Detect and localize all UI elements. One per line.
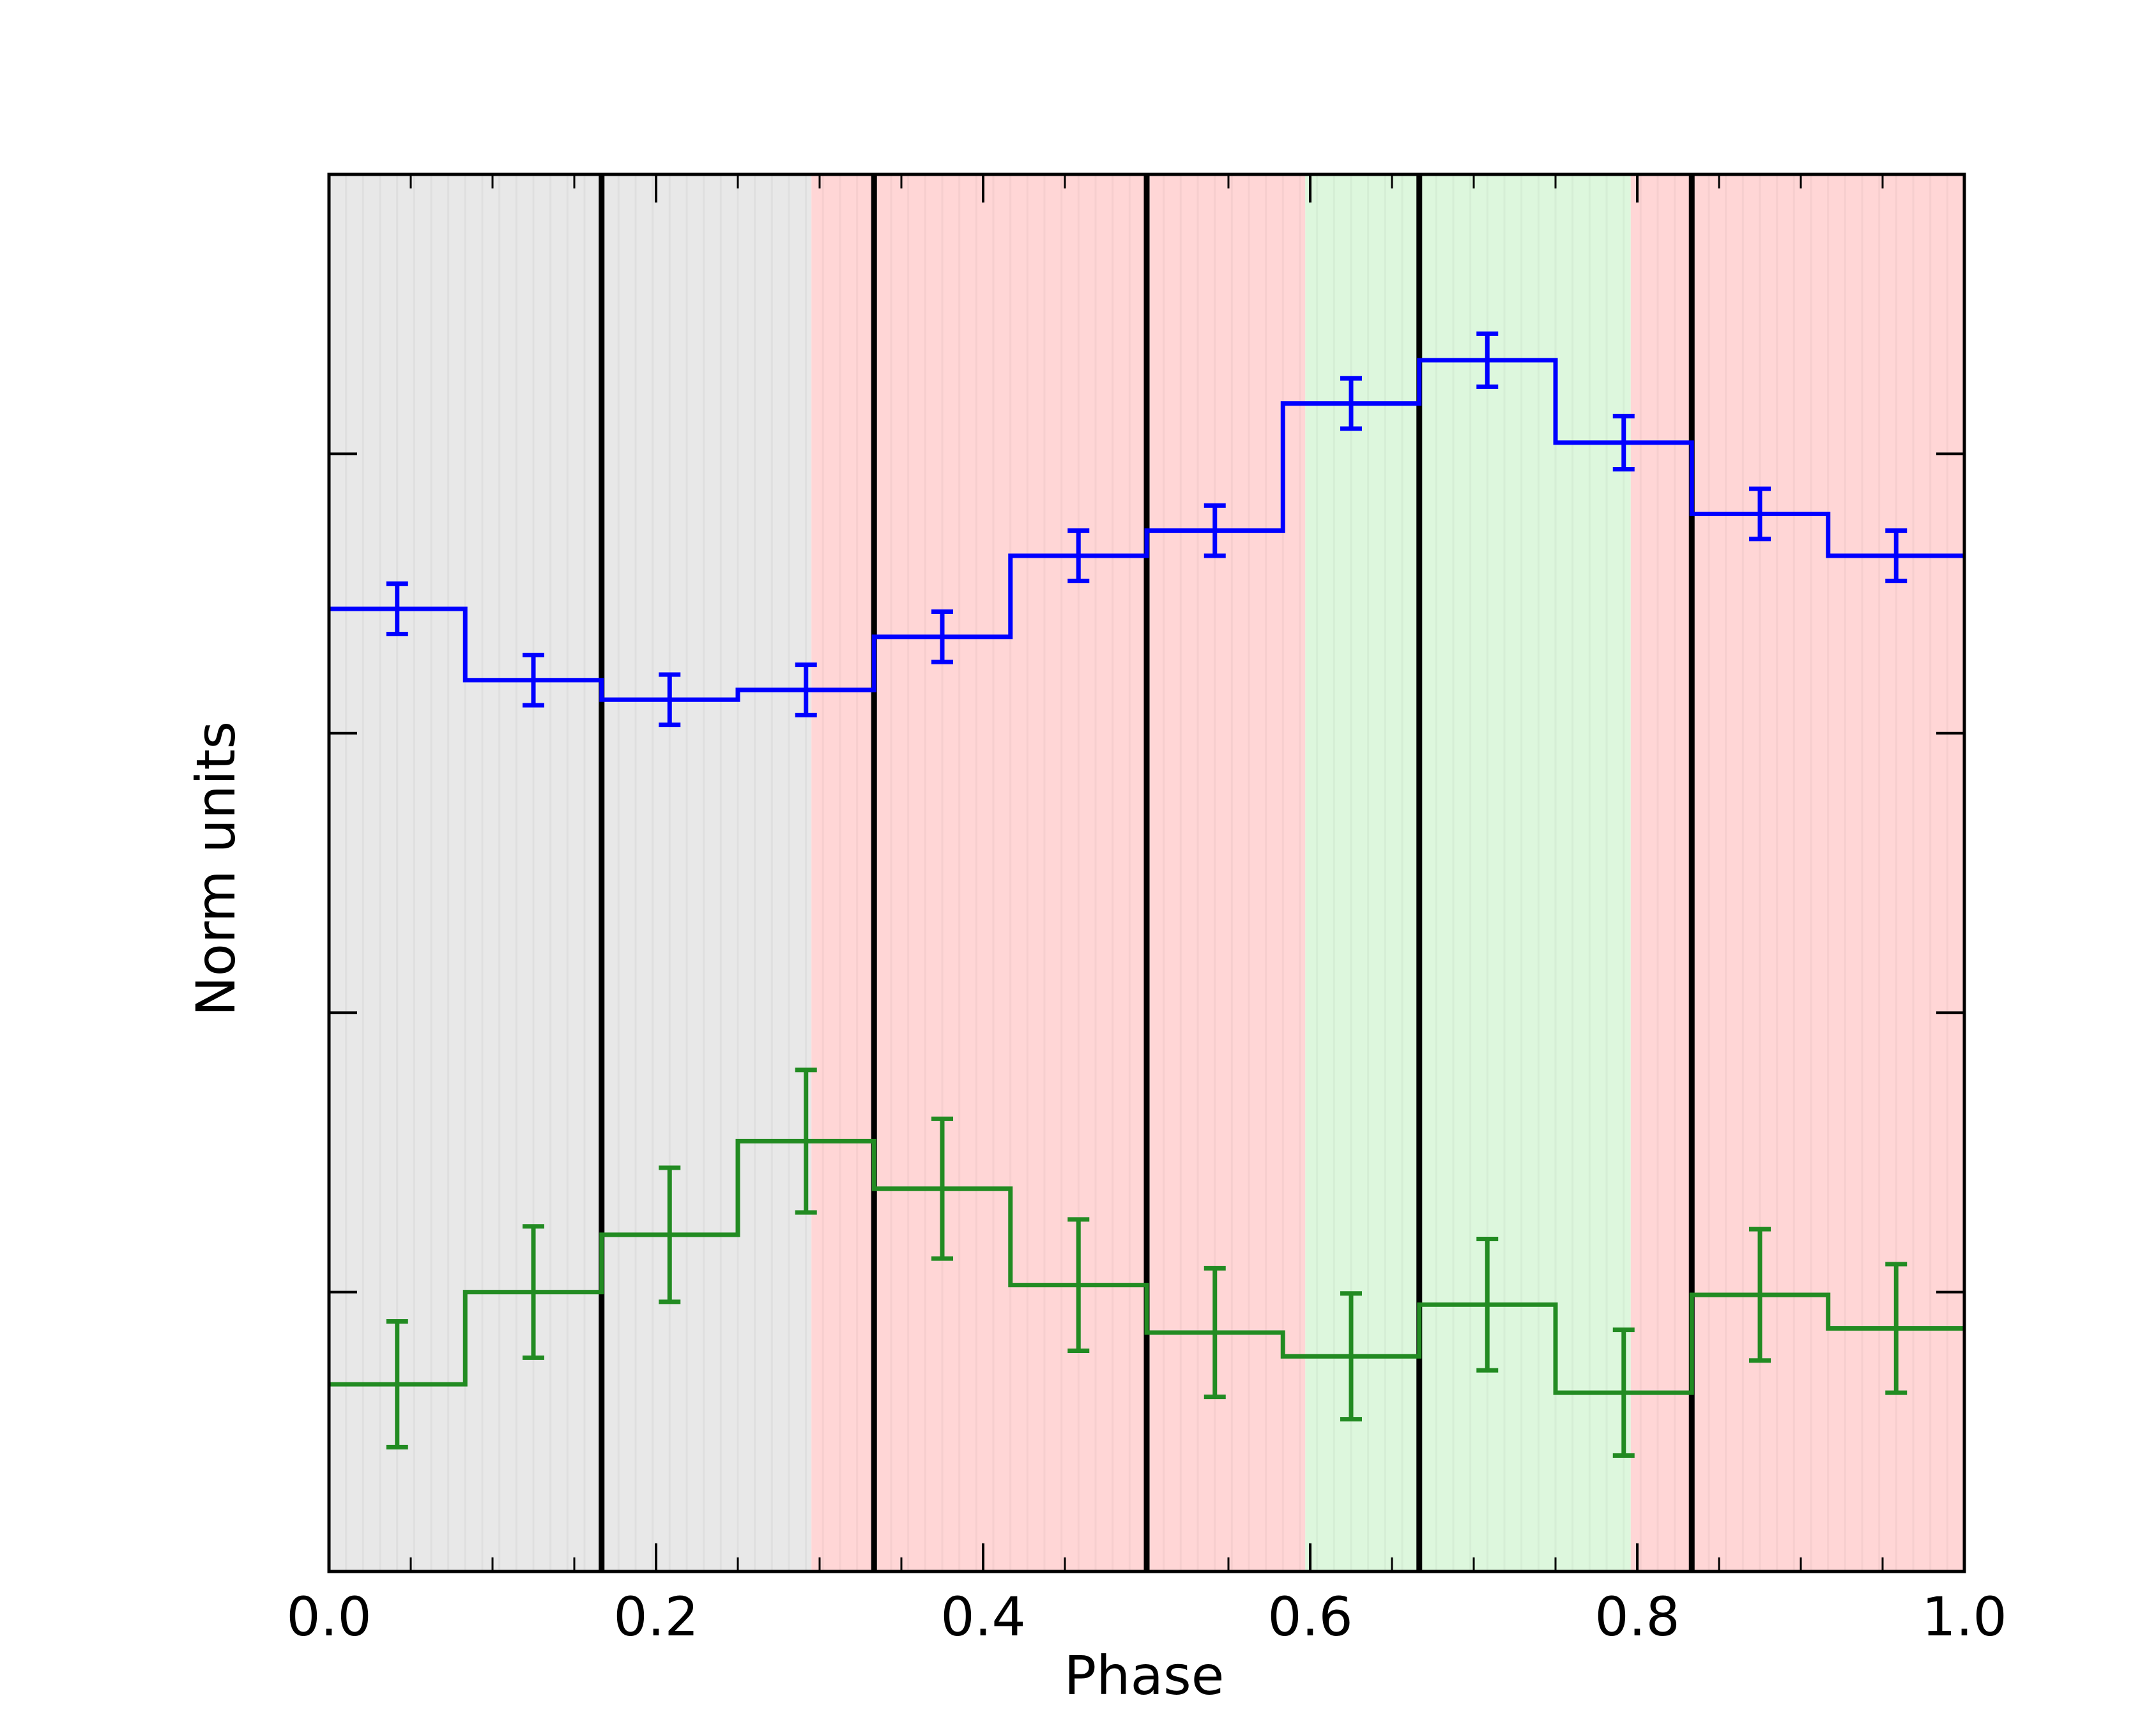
axis-ticks: 0.0 0.2 0.4 0.6 0.8 1.0 (286, 174, 2007, 1648)
x-tick-label: 1.0 (1922, 1586, 2007, 1648)
series-1-errorbar (1885, 528, 1908, 583)
series-2-step-line (329, 1138, 1964, 1395)
series-2-errorbar (1204, 1265, 1226, 1400)
series-1-errorbar (1749, 486, 1771, 542)
series-1-errorbar (1612, 413, 1635, 471)
x-tick-label: 0.8 (1594, 1586, 1680, 1648)
series-2-errorbar (1612, 1327, 1635, 1458)
series-2-errorbar (1476, 1236, 1499, 1373)
series-1-errorbar (659, 672, 681, 728)
shaded-region-4 (1630, 174, 1964, 1571)
shaded-regions-layer (329, 174, 1964, 1571)
series-1 (329, 331, 1964, 728)
series-2-errorbar (386, 1319, 408, 1449)
y-axis-label: Norm units (185, 721, 247, 1016)
series-2-errorbar (659, 1165, 681, 1304)
series-1-errorbar (386, 581, 408, 637)
x-tick-label: 0.2 (613, 1586, 699, 1648)
series-layer (329, 331, 1964, 1458)
series-2-errorbar (523, 1224, 544, 1360)
series-2-errorbar (795, 1067, 817, 1215)
series-1-errorbar (1340, 376, 1362, 431)
segment-boundary-lines (599, 174, 1695, 1571)
shaded-region-3 (1305, 174, 1631, 1571)
series-2-errorbar (1067, 1217, 1090, 1353)
series-2-errorbar (1340, 1291, 1362, 1422)
shaded-region-2 (811, 174, 1306, 1571)
shaded-region-1 (329, 174, 812, 1571)
series-2-errorbar (1885, 1262, 1908, 1395)
series-1-errorbar (795, 662, 817, 717)
x-tick-label: 0.6 (1267, 1586, 1353, 1648)
x-axis-label: Phase (1064, 1644, 1225, 1707)
x-tick-label: 0.0 (286, 1586, 372, 1648)
series-1-step-line (329, 358, 1964, 702)
series-1-errorbar (1204, 503, 1226, 558)
x-tick-label: 0.4 (940, 1586, 1026, 1648)
series-2-errorbar (931, 1116, 953, 1261)
series-1-errorbar (931, 609, 953, 664)
series-1-errorbar (1476, 331, 1499, 389)
series-1-errorbar (1067, 528, 1090, 583)
series-2 (329, 1067, 1964, 1458)
series-2-errorbar (1749, 1227, 1771, 1363)
series-1-errorbar (523, 652, 544, 708)
